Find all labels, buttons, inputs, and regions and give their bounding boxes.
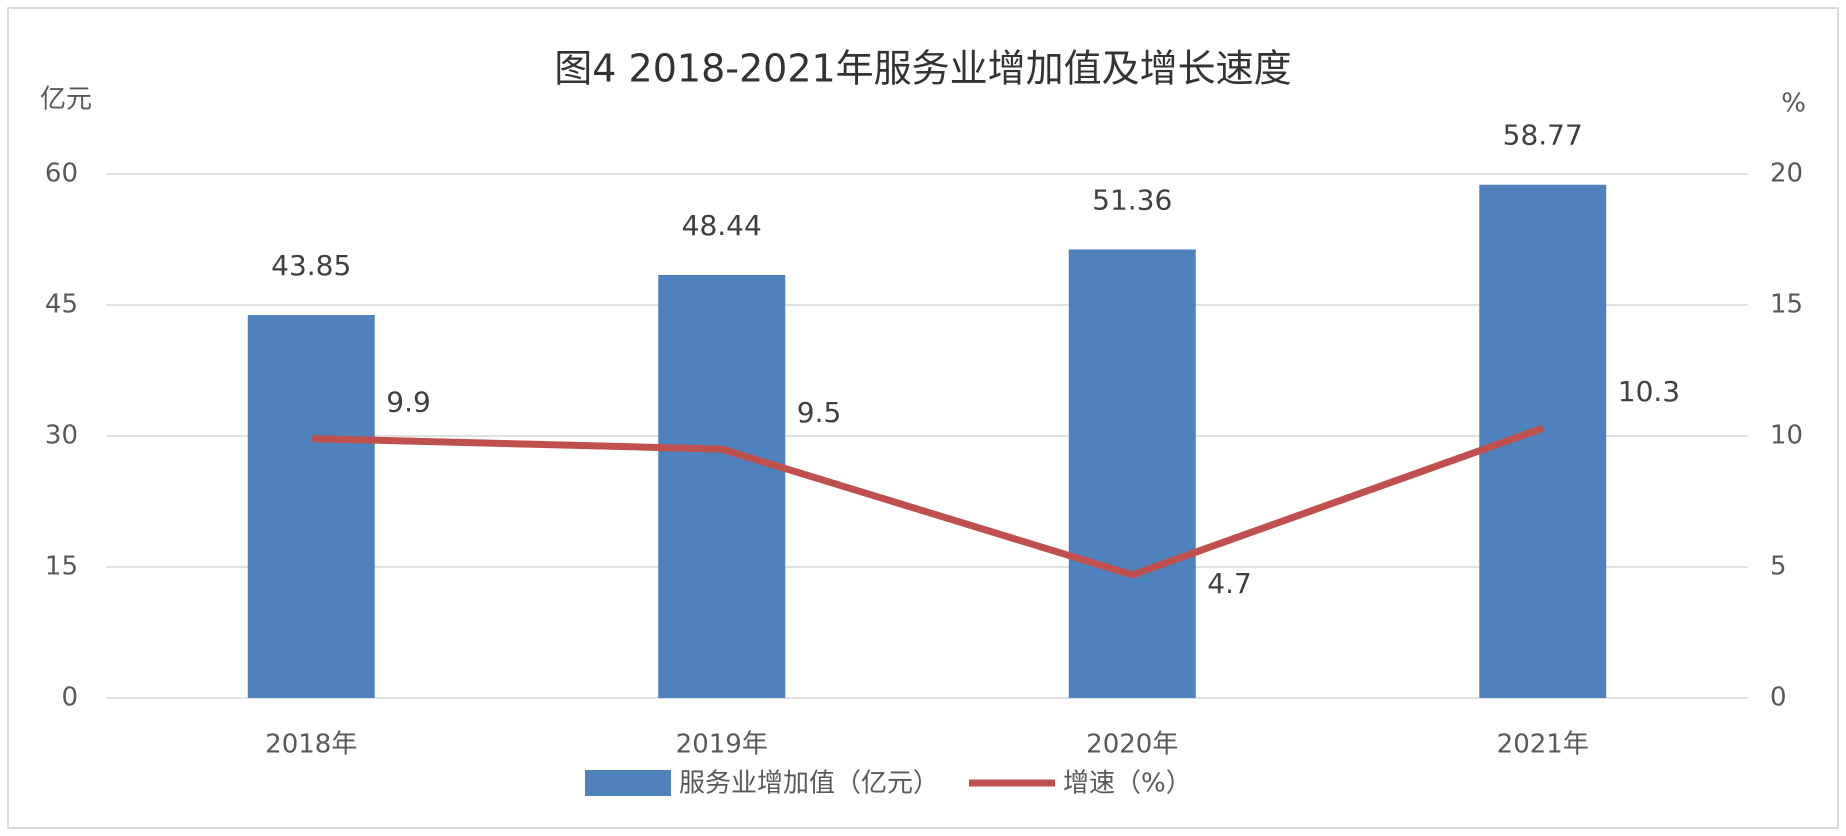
x-tick-label: 2020年 <box>1086 730 1178 760</box>
y2-tick-label: 0 <box>1770 683 1787 713</box>
data-label: 4.7 <box>1207 567 1252 600</box>
bar <box>247 315 375 698</box>
y-tick-label: 15 <box>45 552 78 582</box>
data-label: 10.3 <box>1618 375 1680 408</box>
y2-tick-label: 20 <box>1770 159 1803 189</box>
bar <box>658 274 786 698</box>
chart-border <box>7 7 1839 829</box>
data-label: 43.85 <box>271 249 351 282</box>
data-label: 9.9 <box>386 386 431 419</box>
x-tick-label: 2019年 <box>676 730 768 760</box>
line <box>311 424 1544 579</box>
y2-tick-label: 15 <box>1770 290 1803 320</box>
legend-label: 服务业增加值（亿元） <box>679 769 939 799</box>
data-label: 48.44 <box>682 209 762 242</box>
y2-axis-label: % <box>1781 89 1806 119</box>
chart-title: 图4 2018-2021年服务业增加值及增长速度 <box>554 47 1291 91</box>
y-tick-label: 60 <box>45 159 78 189</box>
y-tick-label: 0 <box>61 683 78 713</box>
bar <box>1068 249 1196 698</box>
data-label: 51.36 <box>1092 183 1172 216</box>
y2-tick-label: 5 <box>1770 552 1787 582</box>
legend-swatch <box>585 770 671 796</box>
x-tick-label: 2018年 <box>265 730 357 760</box>
data-label: 9.5 <box>797 396 842 429</box>
y-axis-label: 亿元 <box>40 85 92 115</box>
legend-label: 增速（%） <box>1063 769 1192 799</box>
data-label: 58.77 <box>1503 119 1583 152</box>
y2-tick-label: 10 <box>1770 421 1803 451</box>
y-tick-label: 45 <box>45 290 78 320</box>
y-tick-label: 30 <box>45 421 78 451</box>
x-tick-label: 2021年 <box>1497 730 1589 760</box>
